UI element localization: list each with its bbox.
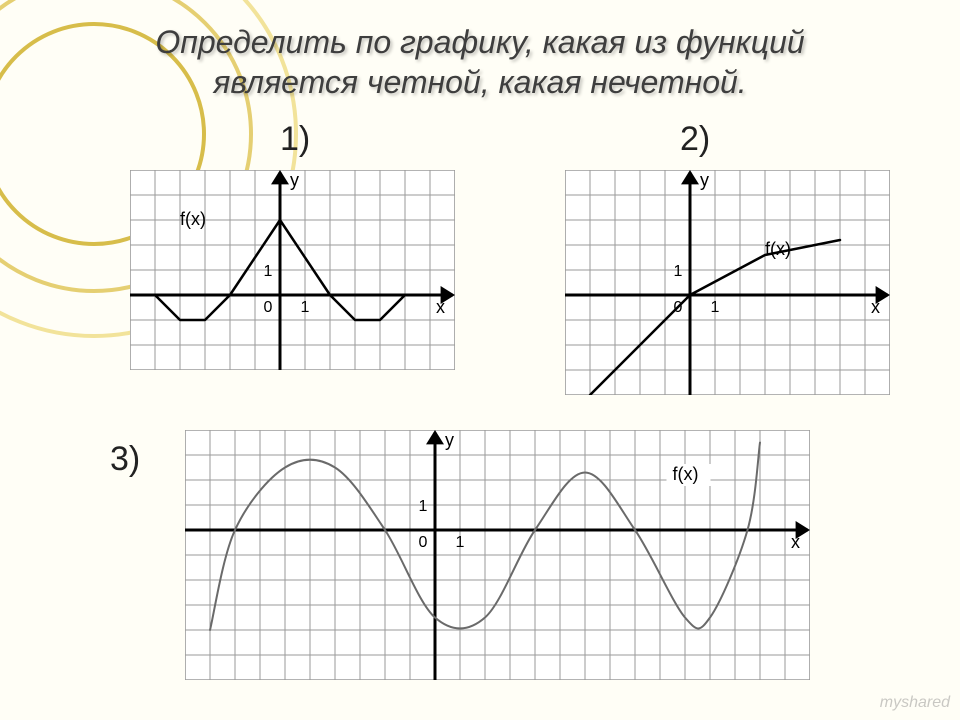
watermark: myshared xyxy=(880,694,950,712)
svg-text:0: 0 xyxy=(264,299,273,316)
label-2: 2) xyxy=(680,120,710,159)
svg-text:1: 1 xyxy=(456,534,465,551)
svg-text:y: y xyxy=(700,170,709,190)
svg-text:y: y xyxy=(290,170,299,190)
svg-text:1: 1 xyxy=(264,263,273,280)
svg-text:x: x xyxy=(436,297,445,317)
svg-text:1: 1 xyxy=(301,299,310,316)
svg-text:f(x): f(x) xyxy=(673,464,699,484)
svg-text:f(x): f(x) xyxy=(765,239,791,259)
svg-text:1: 1 xyxy=(711,299,720,316)
svg-text:1: 1 xyxy=(674,263,683,280)
chart-1: y x 0 1 1 f(x) xyxy=(130,170,455,370)
svg-text:x: x xyxy=(791,532,800,552)
chart-3: y x 0 1 1 f(x) xyxy=(185,430,810,680)
chart-2: y x 0 1 1 f(x) xyxy=(565,170,890,395)
svg-text:0: 0 xyxy=(419,534,428,551)
slide-background: Определить по графику, какая из функций … xyxy=(0,0,960,720)
label-3: 3) xyxy=(110,440,140,479)
title-line-2: является четной, какая нечетной. xyxy=(213,64,746,100)
label-1: 1) xyxy=(280,120,310,159)
svg-text:0: 0 xyxy=(674,299,683,316)
slide-title: Определить по графику, какая из функций … xyxy=(0,22,960,102)
svg-text:y: y xyxy=(445,430,454,450)
svg-text:1: 1 xyxy=(419,498,428,515)
svg-text:f(x): f(x) xyxy=(180,209,206,229)
title-line-1: Определить по графику, какая из функций xyxy=(155,24,804,60)
svg-text:x: x xyxy=(871,297,880,317)
